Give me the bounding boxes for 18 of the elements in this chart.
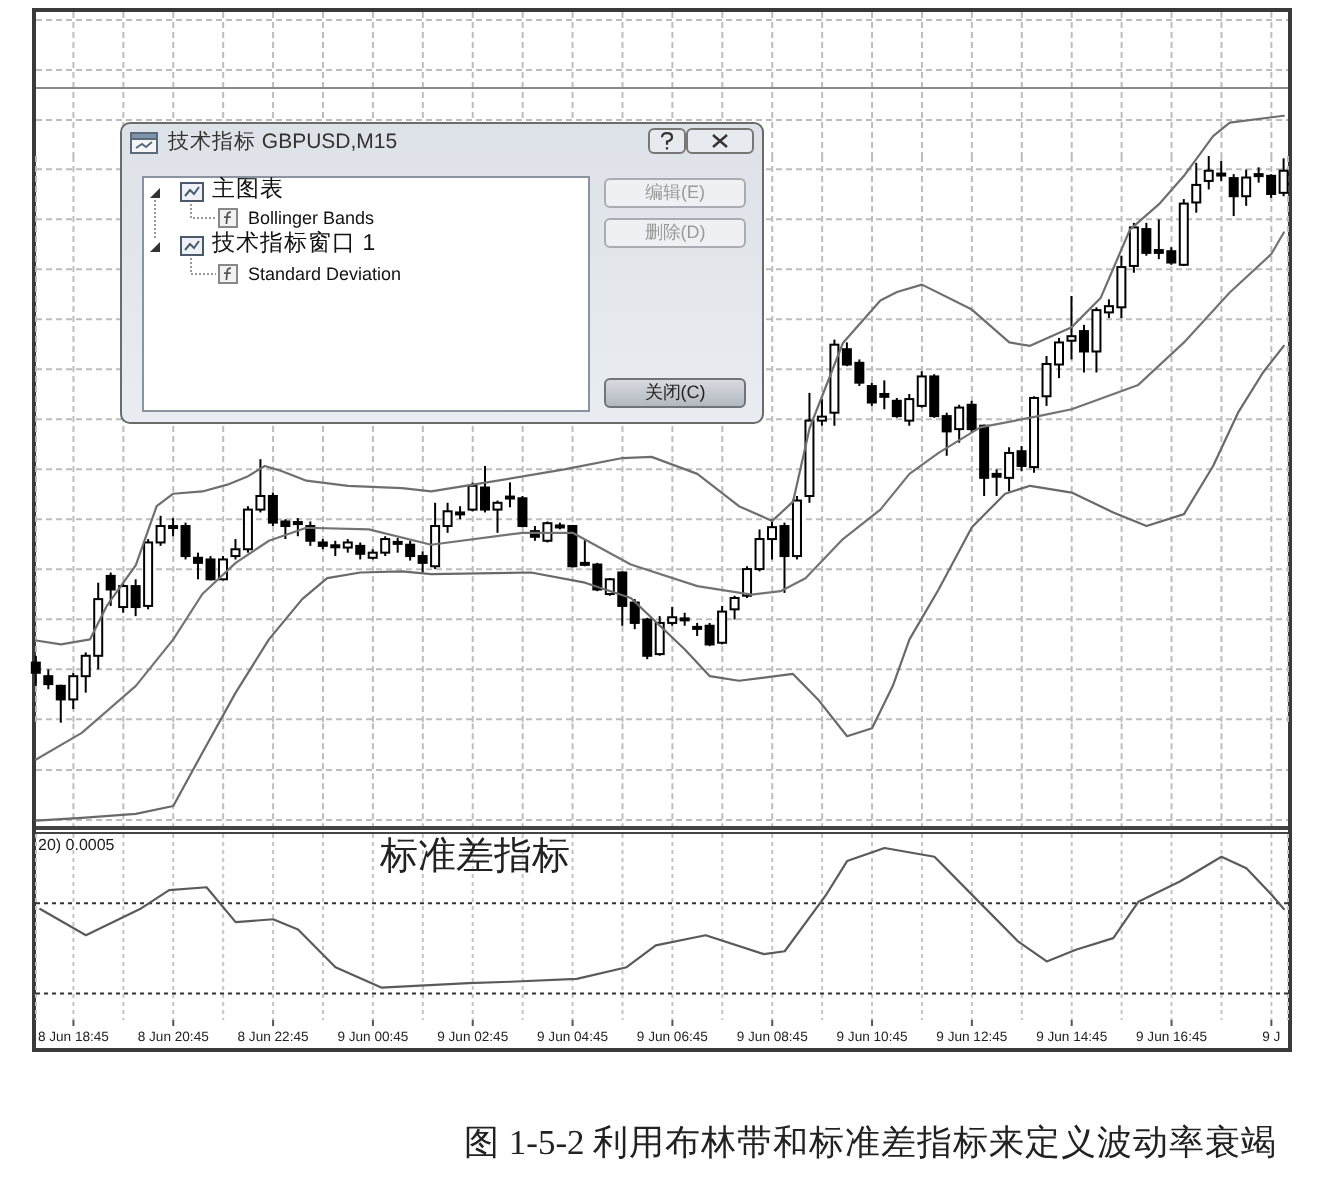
annotation: 20) 0.0005	[38, 836, 115, 854]
annotation: Standard Deviation	[248, 264, 402, 284]
dialog-button: 关闭(C)	[604, 378, 746, 408]
caption: 图 1-5-2 利用布林带和标准差指标来定义波动率衰竭	[464, 1122, 1278, 1162]
annotation: 技术指标窗口 1	[212, 232, 376, 256]
annotation: Bollinger Bands	[248, 208, 375, 228]
annotation: 编辑(E)	[645, 180, 705, 206]
annotation: 删除(D)	[644, 220, 706, 246]
annotation: 关闭(C)	[644, 380, 706, 406]
text: 技术指标 GBPUSD,M15	[168, 130, 398, 154]
candlestick	[43, 669, 54, 691]
candlestick	[30, 655, 41, 688]
dialog-button: 删除(D)	[604, 218, 746, 248]
candlestick	[1191, 162, 1202, 215]
annotation: 主图表	[212, 178, 284, 202]
candlestick	[729, 595, 740, 622]
annotation: 标准差指标	[380, 836, 570, 878]
dialog-button: 编辑(E)	[604, 178, 746, 208]
